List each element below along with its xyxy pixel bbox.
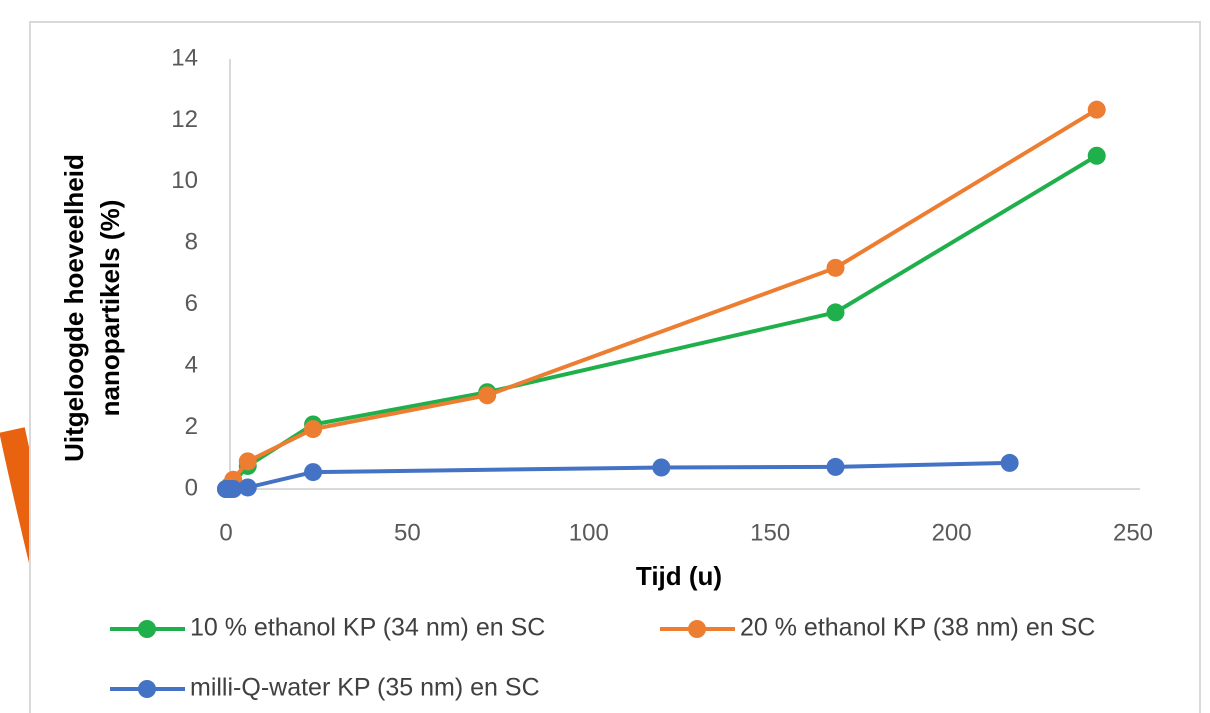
data-point: [1000, 453, 1019, 472]
x-tick-label: 200: [932, 519, 972, 546]
x-tick-label: 150: [750, 519, 790, 546]
data-point: [652, 458, 671, 477]
y-tick-label: 0: [185, 474, 198, 501]
y-axis-title: nanopartikels (%): [95, 200, 125, 417]
legend-marker: [138, 620, 156, 638]
data-point: [826, 457, 845, 476]
legend-label: 10 % ethanol KP (34 nm) en SC: [190, 614, 545, 642]
data-point: [826, 258, 845, 277]
y-axis-title: Uitgeloogde hoeveelheid: [59, 154, 89, 462]
data-point: [826, 303, 845, 322]
legend-label: milli-Q-water KP (35 nm) en SC: [190, 674, 540, 702]
data-point: [478, 386, 497, 405]
data-point: [304, 463, 323, 482]
data-point: [304, 420, 323, 439]
x-axis-title: Tijd (u): [636, 561, 722, 591]
data-point: [224, 480, 243, 498]
data-point: [238, 452, 257, 471]
data-point: [1087, 146, 1106, 165]
y-tick-label: 6: [185, 290, 198, 317]
y-tick-label: 4: [185, 351, 198, 378]
x-tick-label: 250: [1113, 519, 1153, 546]
x-tick-label: 100: [569, 519, 609, 546]
x-tick-label: 50: [394, 519, 421, 546]
legend-label: 20 % ethanol KP (38 nm) en SC: [740, 614, 1095, 642]
y-tick-label: 12: [171, 106, 198, 133]
legend-marker: [138, 680, 156, 698]
chart-frame: [29, 21, 1201, 713]
x-tick-label: 0: [219, 519, 232, 546]
y-tick-label: 2: [185, 413, 198, 440]
y-tick-label: 8: [185, 229, 198, 256]
y-tick-label: 10: [171, 167, 198, 194]
data-point: [1087, 100, 1106, 119]
y-tick-label: 14: [171, 44, 198, 71]
data-point: [238, 478, 257, 497]
legend-marker: [688, 620, 706, 638]
